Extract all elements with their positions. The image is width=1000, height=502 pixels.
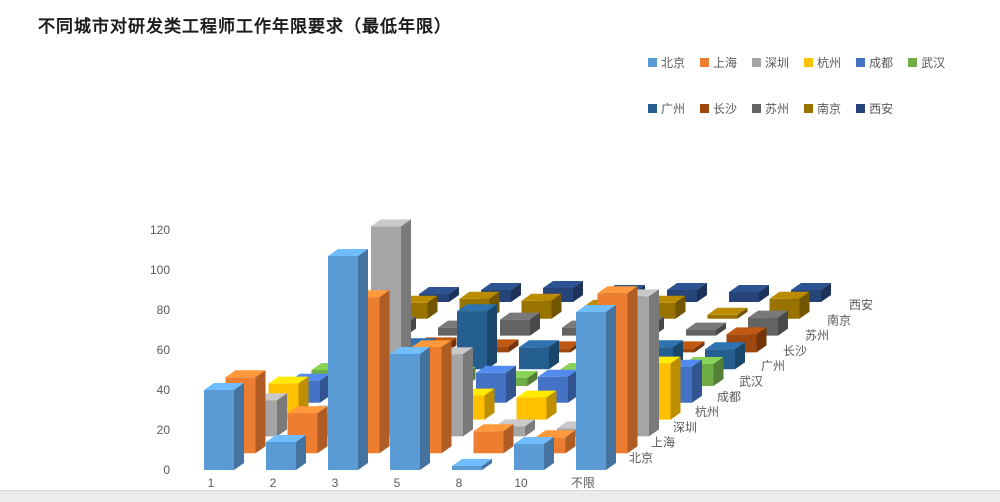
legend-label: 苏州 (765, 102, 790, 116)
legend-item-guangzhou: 广州 (648, 100, 685, 117)
legend-item-shenzhen: 深圳 (752, 54, 789, 71)
depth-axis-city-label: 深圳 (673, 420, 697, 434)
x-axis-category-label: 3 (332, 476, 339, 490)
bar-成都-5 (476, 365, 516, 403)
legend-label: 成都 (869, 56, 894, 70)
page-divider (0, 490, 1000, 502)
legend-row-2: 广州 长沙 苏州 南京 西安 (648, 100, 993, 117)
y-axis-tick-label: 20 (157, 423, 171, 437)
chart-legend: 北京 上海 深圳 杭州 成都 武汉 广州 长沙 苏州 南京 西安 (648, 54, 993, 117)
x-axis-category-label: 2 (270, 476, 277, 490)
legend-swatch-icon (700, 58, 710, 67)
bar-西安-10 (729, 285, 769, 302)
bar-北京-不限 (576, 305, 616, 470)
legend-item-changsha: 长沙 (700, 100, 737, 117)
depth-axis-city-label: 北京 (629, 451, 653, 465)
depth-axis-city-label: 南京 (827, 312, 851, 327)
bar-北京-8 (452, 459, 492, 470)
depth-axis-city-label: 广州 (761, 359, 785, 373)
legend-swatch-icon (752, 104, 762, 113)
legend-swatch-icon (648, 58, 657, 67)
depth-axis-city-label: 成都 (717, 390, 741, 404)
bar-北京-10 (514, 437, 554, 470)
chart-title: 不同城市对研发类工程师工作年限要求（最低年限） (38, 17, 452, 36)
bar-北京-3 (328, 249, 368, 470)
x-axis-category-label: 8 (456, 476, 463, 490)
legend-swatch-icon (648, 104, 657, 113)
legend-label: 南京 (817, 102, 842, 116)
bar-北京-2 (266, 435, 306, 470)
legend-item-nanjing: 南京 (804, 100, 841, 117)
depth-axis-city-label: 苏州 (805, 329, 829, 343)
depth-axis-city-label: 杭州 (695, 404, 719, 419)
y-axis-tick-label: 0 (163, 463, 170, 477)
legend-swatch-icon (804, 104, 814, 113)
x-axis-category-label: 10 (514, 476, 528, 490)
bar-上海-8 (473, 424, 514, 454)
legend-item-chengdu: 成都 (856, 54, 893, 71)
legend-label: 西安 (869, 102, 894, 116)
legend-swatch-icon (804, 58, 814, 67)
legend-item-beijing: 北京 (648, 54, 685, 71)
legend-label: 广州 (661, 102, 686, 116)
bar-苏州-10 (686, 322, 726, 336)
legend-item-xian: 西安 (856, 100, 893, 117)
legend-item-suzhou: 苏州 (752, 100, 789, 117)
bar-北京-5 (390, 347, 430, 470)
y-axis-tick-label: 120 (150, 223, 170, 237)
legend-label: 深圳 (765, 56, 790, 70)
legend-label: 北京 (661, 56, 686, 70)
y-axis-tick-label: 40 (157, 383, 171, 397)
bar-北京-1 (204, 383, 244, 470)
bar-南京-10 (707, 307, 748, 319)
legend-label: 上海 (713, 56, 738, 70)
bar-广州-3 (457, 304, 497, 370)
depth-axis-city-label: 西安 (849, 297, 873, 312)
legend-label: 长沙 (713, 102, 738, 116)
legend-row-1: 北京 上海 深圳 杭州 成都 武汉 (648, 54, 993, 71)
depth-axis-city-label: 武汉 (739, 375, 763, 389)
legend-swatch-icon (856, 104, 866, 113)
legend-item-wuhan: 武汉 (908, 54, 945, 71)
bar-杭州-8 (516, 390, 557, 420)
x-axis-category-label: 5 (394, 476, 401, 490)
depth-axis-city-label: 长沙 (783, 344, 807, 358)
legend-swatch-icon (856, 58, 866, 67)
legend-item-hangzhou: 杭州 (804, 54, 841, 71)
legend-swatch-icon (700, 104, 710, 113)
legend-swatch-icon (908, 58, 918, 67)
legend-swatch-icon (752, 58, 762, 67)
bar-广州-5 (519, 340, 559, 370)
y-axis-tick-label: 80 (157, 303, 171, 317)
depth-axis-city-label: 上海 (651, 435, 675, 450)
x-axis-category-label: 不限 (571, 476, 595, 490)
legend-item-shanghai: 上海 (700, 54, 737, 71)
x-axis-category-label: 1 (208, 476, 215, 490)
legend-label: 杭州 (817, 56, 842, 70)
bar-苏州-3 (500, 312, 540, 336)
legend-label: 武汉 (921, 56, 946, 70)
y-axis-tick-label: 100 (150, 263, 170, 277)
y-axis-tick-label: 60 (157, 343, 171, 357)
